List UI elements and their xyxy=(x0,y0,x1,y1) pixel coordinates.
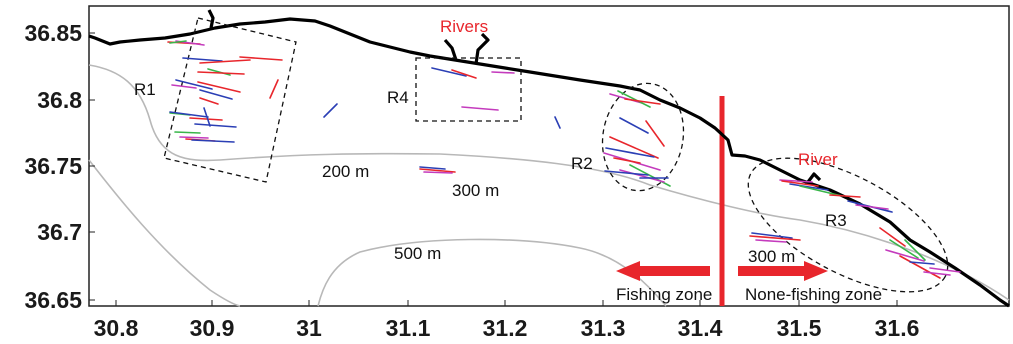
river-mouth-rivers-1 xyxy=(443,38,458,61)
region-r1-label: R1 xyxy=(134,80,156,99)
drifter-track xyxy=(269,79,279,99)
drifter-track xyxy=(174,131,201,134)
river-mouth-r1 xyxy=(207,9,215,29)
river-mouth-rivers-2 xyxy=(474,32,490,65)
x-tick-label: 31 xyxy=(296,315,322,341)
drifter-track xyxy=(879,227,906,247)
drifter-track xyxy=(179,136,209,139)
region-r2-label: R2 xyxy=(571,154,593,173)
river-label: River xyxy=(798,150,838,169)
x-tick-label: 31.5 xyxy=(777,315,822,341)
region-r1-box xyxy=(163,17,297,183)
drifter-track xyxy=(781,180,819,187)
drifter-track xyxy=(419,168,456,173)
depth-500m-label: 500 m xyxy=(394,244,441,263)
y-tick-label: 36.75 xyxy=(24,153,82,179)
drifter-track xyxy=(604,170,649,176)
drifter-track xyxy=(191,139,235,143)
drifter-track xyxy=(789,183,829,191)
x-tick-label: 31.2 xyxy=(483,315,528,341)
drifter-track xyxy=(175,79,213,90)
drifter-track xyxy=(645,120,665,147)
drifter-track xyxy=(199,59,251,64)
x-tick-label: 30.8 xyxy=(94,315,139,341)
drifter-track xyxy=(613,157,641,164)
drifter-track xyxy=(197,81,241,93)
drifter-track xyxy=(889,239,919,259)
drifter-track xyxy=(554,116,561,129)
river-mouth-river-3 xyxy=(806,172,822,183)
isobath-200m xyxy=(88,64,1010,301)
drifter-track xyxy=(491,71,515,74)
drifter-track xyxy=(169,111,209,118)
drifter-track xyxy=(194,123,237,128)
none-fishing-zone-label: None-fishing zone xyxy=(745,285,882,304)
depth-300m-label-east: 300 m xyxy=(748,247,795,266)
region-r3-label: R3 xyxy=(825,211,847,230)
plot-frame xyxy=(88,5,1010,307)
drifter-track xyxy=(749,235,801,241)
depth-300m-label-mid: 300 m xyxy=(452,181,499,200)
drifter-track xyxy=(323,103,338,118)
x-tick-label: 31.6 xyxy=(875,315,920,341)
drifter-track xyxy=(904,239,926,261)
drifter-track xyxy=(189,117,223,121)
depth-200m-label: 200 m xyxy=(322,162,369,181)
drifter-track xyxy=(203,107,211,127)
region-r4-box xyxy=(415,57,522,122)
drifter-track xyxy=(929,267,961,273)
region-r3-ellipse xyxy=(747,157,949,293)
drifter-track xyxy=(829,194,861,198)
y-tick-label: 36.85 xyxy=(24,20,82,46)
region-r4-label: R4 xyxy=(387,88,409,107)
drifter-track xyxy=(431,67,467,77)
drifter-track xyxy=(779,179,813,183)
y-tick-label: 36.7 xyxy=(37,219,82,245)
track-segments xyxy=(167,40,961,279)
drifter-track xyxy=(899,255,941,279)
drifter-track xyxy=(755,239,787,243)
y-tick-label: 36.8 xyxy=(37,87,82,113)
drifter-track xyxy=(923,271,951,276)
drifter-track xyxy=(197,71,245,75)
drifter-track xyxy=(617,90,651,108)
x-tick-label: 30.9 xyxy=(190,315,235,341)
drifter-track xyxy=(423,171,453,174)
drifter-track xyxy=(239,56,283,61)
drifter-track xyxy=(182,57,223,62)
fishing-zone-label: Fishing zone xyxy=(616,285,712,304)
coastline-path xyxy=(88,17,1010,308)
drifter-track xyxy=(609,136,659,159)
drifter-track xyxy=(855,204,889,210)
drifter-track xyxy=(624,98,661,105)
isobath-300m xyxy=(88,159,241,307)
drifter-track xyxy=(169,40,187,44)
drifter-track xyxy=(751,232,793,239)
drifter-track xyxy=(799,185,843,197)
none-fishing-zone-arrow xyxy=(738,261,828,281)
y-tick-label: 36.65 xyxy=(24,287,82,313)
drifter-track xyxy=(171,84,197,89)
drifter-track xyxy=(619,117,649,134)
drifter-track xyxy=(199,97,219,105)
coastline xyxy=(88,9,1010,308)
drifter-track xyxy=(199,89,233,100)
x-tick-label: 31.1 xyxy=(386,315,431,341)
drifter-track xyxy=(619,169,665,183)
y-axis-ticks: 36.85 36.8 36.75 36.7 36.65 xyxy=(24,20,95,313)
x-axis-ticks: 30.8 30.9 31 31.1 31.2 31.3 31.4 31.5 31.6 xyxy=(94,300,920,341)
rivers-label: Rivers xyxy=(440,17,488,36)
drifter-track xyxy=(605,147,655,158)
x-tick-label: 31.4 xyxy=(678,315,723,341)
x-tick-label: 31.3 xyxy=(581,315,626,341)
drifter-track xyxy=(451,69,477,79)
drifter-track xyxy=(419,166,446,170)
fishing-zone-arrow xyxy=(616,261,710,281)
drifter-track xyxy=(909,261,935,265)
drifter-track xyxy=(885,249,925,262)
drifter-track xyxy=(461,106,499,111)
zone-arrows xyxy=(616,261,828,281)
